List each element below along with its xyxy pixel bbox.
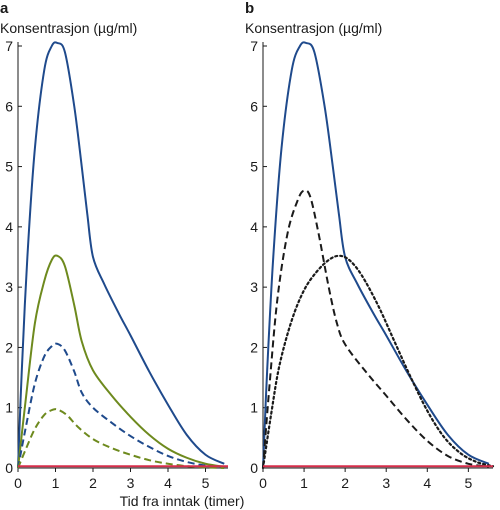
y-tick-label: 4 [250,219,258,235]
y-axis-label: Konsentrasjon (µg/ml) [245,20,382,36]
y-tick-label: 6 [5,98,13,114]
panel-label: b [245,0,254,17]
y-axis-label: Konsentrasjon (µg/ml) [0,20,137,36]
y-tick-label: 5 [250,159,258,175]
x-tick-label: 5 [202,475,210,491]
series-line-2 [262,189,490,469]
series-layer [261,41,495,470]
y-tick-label: 3 [250,279,258,295]
y-tick-label: 2 [250,339,258,355]
panel-b: b Konsentrasjon (µg/ml) 0 1 2 3 4 5 6 7 0 1 2 3 4 5 [245,0,495,491]
series-line-2 [17,254,225,469]
y-tick-label: 0 [5,460,13,476]
y-tick-label: 4 [5,219,13,235]
y-tick-label: 6 [250,98,258,114]
x-tick-label: 3 [127,475,135,491]
y-tick-label: 7 [5,38,13,54]
tick-labels: 0 1 2 3 4 5 6 7 0 1 2 3 4 5 [250,38,472,491]
x-tick-label: 4 [164,475,172,491]
series-line-4 [17,408,225,469]
y-tick-label: 0 [250,460,258,476]
series-line-3 [17,342,225,469]
y-tick-label: 2 [5,339,13,355]
y-tick-label: 7 [250,38,258,54]
series-layer [17,41,228,469]
x-tick-label: 4 [423,475,431,491]
x-tick-label: 1 [300,475,308,491]
x-tick-label: 3 [382,475,390,491]
series-line-1 [17,41,225,469]
x-tick-label: 0 [14,475,22,491]
y-tick-label: 3 [5,279,13,295]
x-tick-label: 5 [464,475,472,491]
x-tick-label: 0 [259,475,267,491]
series-line-1 [262,41,490,469]
y-tick-label: 1 [5,400,13,416]
axes [262,42,493,472]
panel-a: a Konsentrasjon (µg/ml) 0 1 2 3 4 5 6 7 0 1 2 3 4 5 [0,0,228,491]
panel-label: a [0,0,9,17]
x-tick-label: 1 [52,475,60,491]
x-tick-label: 2 [89,475,97,491]
tick-labels: 0 1 2 3 4 5 6 7 0 1 2 3 4 5 [5,38,209,491]
x-axis-label: Tid fra inntak (timer) [120,493,245,509]
series-line-3 [261,254,495,470]
x-tick-label: 2 [341,475,349,491]
y-tick-label: 1 [250,400,258,416]
y-tick-label: 5 [5,159,13,175]
axes [17,42,228,472]
